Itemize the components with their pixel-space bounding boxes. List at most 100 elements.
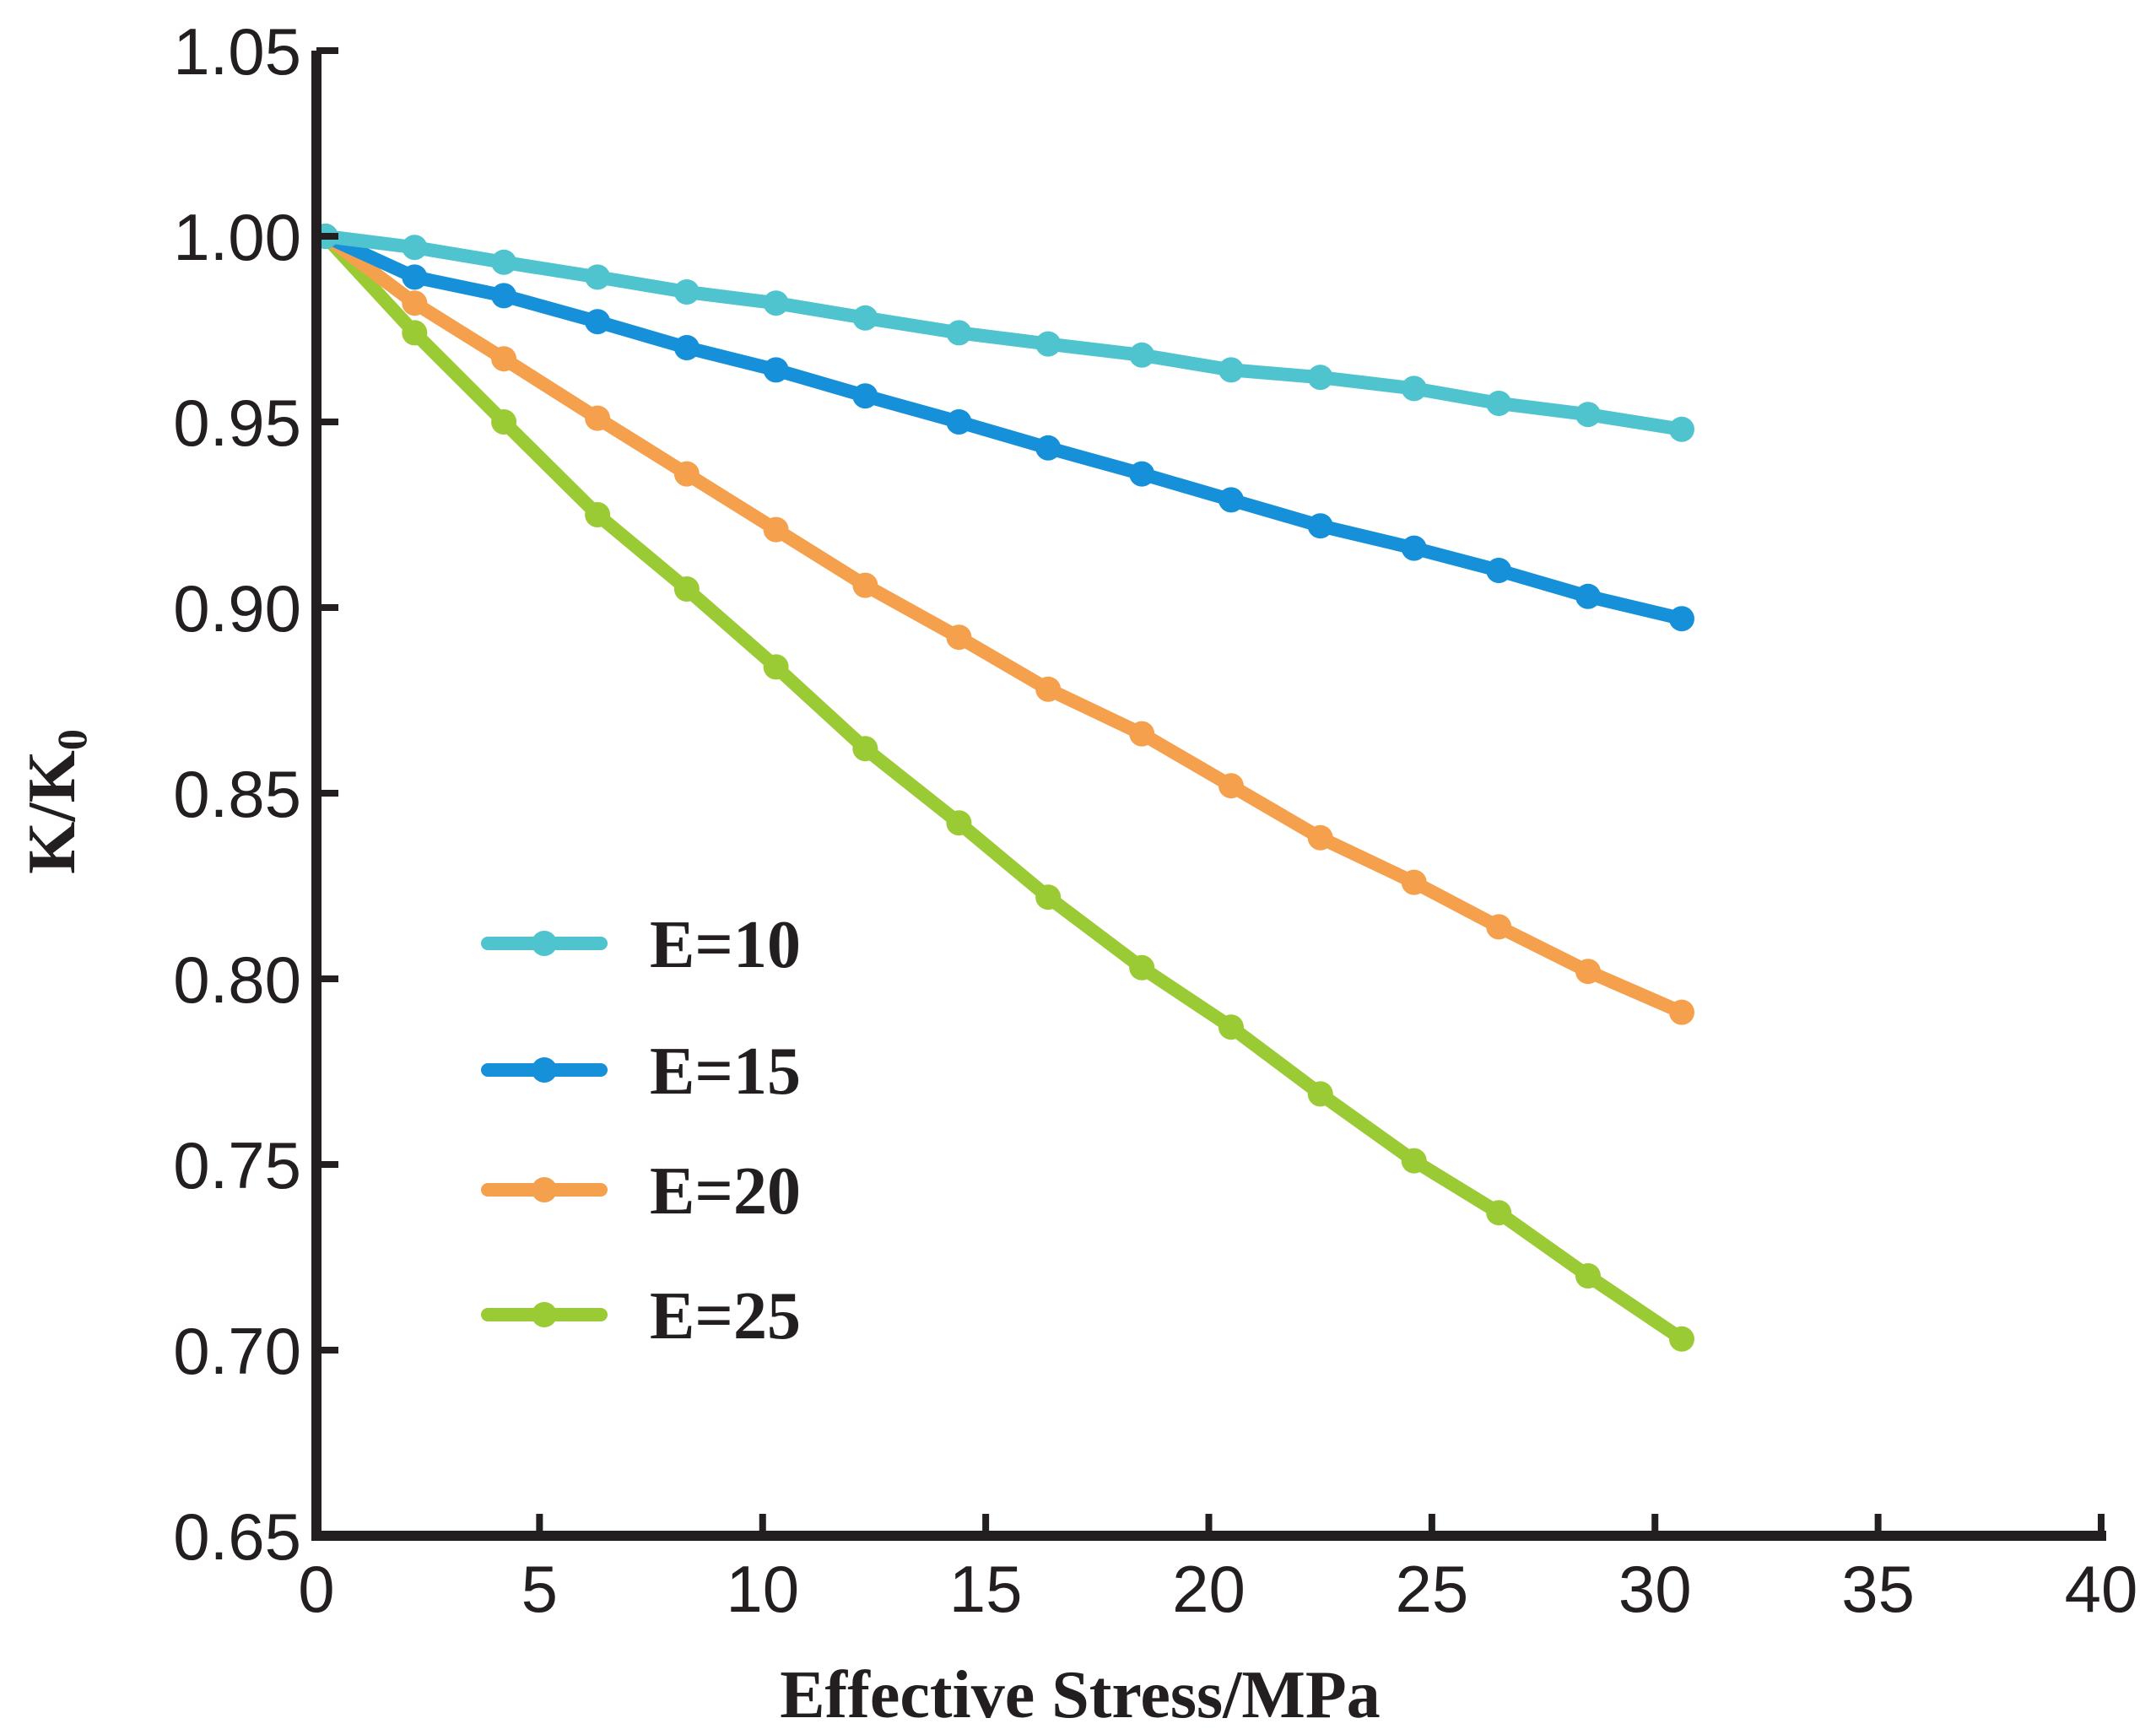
series-line-e-10	[318, 230, 1689, 436]
data-point-e-10	[1575, 402, 1601, 428]
legend-label: E=10	[650, 908, 801, 982]
data-point-e-10	[1486, 391, 1512, 416]
data-point-e-20	[946, 624, 972, 651]
data-point-e-25	[1129, 954, 1155, 981]
data-point-e-15	[1486, 558, 1512, 583]
data-point-e-20	[1307, 824, 1333, 851]
data-point-e-15	[673, 335, 700, 360]
x-tick-label: 20	[1172, 1552, 1246, 1626]
series-e-15	[312, 224, 1694, 632]
x-tick-label: 40	[2065, 1552, 2138, 1626]
legend-item-e-20: E=20	[481, 1154, 801, 1229]
data-point-e-20	[585, 405, 611, 431]
data-point-e-20	[1218, 773, 1244, 799]
y-tick-label: 0.75	[173, 1128, 301, 1202]
data-point-e-15	[402, 264, 428, 290]
series-e-25	[312, 224, 1694, 1352]
data-point-e-25	[1486, 1200, 1512, 1226]
x-tick-label: 0	[298, 1552, 334, 1626]
data-point-e-15	[1575, 583, 1601, 609]
data-point-e-20	[1129, 721, 1155, 747]
data-point-e-20	[1668, 999, 1694, 1025]
data-point-e-10	[585, 264, 611, 290]
data-point-e-25	[763, 654, 789, 680]
x-tick-label: 10	[726, 1552, 799, 1626]
legend-swatch-marker	[532, 1057, 557, 1083]
data-point-e-15	[585, 309, 611, 335]
data-point-e-25	[585, 502, 611, 527]
data-point-e-15	[946, 409, 972, 435]
data-point-e-25	[852, 736, 878, 762]
data-point-e-10	[946, 320, 972, 346]
legend-swatch-marker	[532, 931, 557, 956]
data-point-e-20	[852, 572, 878, 598]
data-point-e-15	[763, 357, 789, 383]
data-point-e-10	[1035, 331, 1062, 357]
data-point-e-10	[1307, 365, 1333, 391]
data-point-e-15	[1218, 487, 1244, 513]
data-point-e-10	[852, 305, 878, 331]
plot-lines	[312, 224, 1694, 1352]
x-tick-label: 35	[1841, 1552, 1915, 1626]
x-tick-label: 15	[949, 1552, 1023, 1626]
data-point-e-25	[1307, 1081, 1333, 1107]
series-line-e-25	[318, 230, 1689, 1346]
y-tick-label: 0.80	[173, 943, 301, 1017]
data-point-e-15	[1129, 461, 1155, 487]
y-tick-label: 0.70	[173, 1314, 301, 1388]
y-tick-label: 0.85	[173, 757, 301, 831]
data-point-e-20	[1575, 959, 1601, 985]
data-point-e-25	[1035, 884, 1062, 910]
data-point-e-25	[402, 320, 428, 346]
data-point-e-15	[852, 383, 878, 409]
data-point-e-20	[1486, 914, 1512, 940]
data-point-e-25	[673, 576, 700, 602]
y-tick-label: 0.95	[173, 386, 301, 460]
data-point-e-15	[1668, 606, 1694, 632]
legend-swatch-marker	[532, 1302, 557, 1327]
legend-label: E=20	[650, 1154, 801, 1229]
data-point-e-20	[1035, 676, 1062, 702]
data-point-e-15	[1401, 535, 1427, 561]
series-line-e-20	[318, 230, 1689, 1019]
data-point-e-15	[491, 283, 517, 309]
data-point-e-20	[491, 346, 517, 372]
legend-item-e-15: E=15	[481, 1035, 801, 1109]
y-tick-label: 1.05	[173, 14, 301, 89]
data-point-e-10	[402, 235, 428, 261]
y-tick-label: 1.00	[173, 200, 301, 274]
data-point-e-20	[1401, 869, 1427, 895]
data-point-e-10	[673, 279, 700, 305]
data-point-e-10	[1218, 357, 1244, 383]
ticks: 0 5 10 15 20 25 30 35 40 0.65 0.70 0.75 0.80 0.85 0.90…	[173, 14, 2137, 1626]
legend-label: E=15	[650, 1035, 801, 1109]
data-point-e-15	[1307, 513, 1333, 539]
data-point-e-25	[946, 810, 972, 836]
series-e-10	[312, 224, 1694, 442]
data-point-e-25	[1401, 1148, 1427, 1174]
data-point-e-10	[1668, 416, 1694, 442]
data-point-e-10	[1401, 376, 1427, 402]
legend: E=10 E=15 E=20 E=25	[481, 908, 801, 1353]
data-point-e-25	[1575, 1263, 1601, 1289]
y-axis-title-main: K/K	[15, 750, 89, 874]
data-point-e-25	[1218, 1014, 1244, 1040]
data-point-e-20	[402, 290, 428, 316]
y-tick-label: 0.90	[173, 571, 301, 646]
x-axis-title: Effective Stress/MPa	[780, 1658, 1381, 1729]
legend-item-e-25: E=25	[481, 1279, 801, 1353]
legend-swatch-marker	[532, 1177, 557, 1202]
y-tick-label: 0.65	[173, 1499, 301, 1574]
data-point-e-20	[763, 516, 789, 543]
x-tick-label: 25	[1395, 1552, 1468, 1626]
series-line-e-15	[318, 230, 1689, 626]
data-point-e-10	[1129, 342, 1155, 368]
x-tick-label: 5	[521, 1552, 558, 1626]
legend-item-e-10: E=10	[481, 908, 801, 982]
data-point-e-15	[1035, 435, 1062, 461]
data-point-e-25	[1668, 1326, 1694, 1352]
data-point-e-25	[491, 409, 517, 435]
y-axis-title-subscript: 0	[48, 729, 95, 750]
data-point-e-10	[491, 249, 517, 275]
